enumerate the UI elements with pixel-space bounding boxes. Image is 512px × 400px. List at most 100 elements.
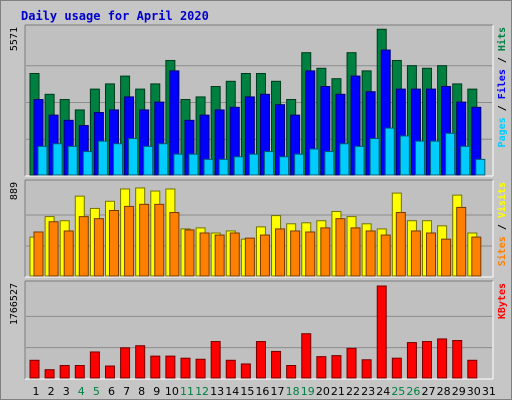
bar-kbytes-day-15 <box>240 363 251 379</box>
bar-kbytes-day-7 <box>120 347 131 379</box>
bar-sites-day-14 <box>229 232 240 277</box>
bar-kbytes-day-23 <box>361 359 372 379</box>
x-tick-label-day-9: 9 <box>153 385 160 398</box>
bar-sites-day-28 <box>441 238 452 277</box>
bar-kbytes-day-2 <box>44 369 55 379</box>
bar-sites-day-10 <box>169 212 180 277</box>
x-tick-label-day-1: 1 <box>33 385 40 398</box>
bar-kbytes-day-5 <box>89 351 100 379</box>
x-tick-label-day-6: 6 <box>108 385 115 398</box>
x-tick-label-day-24: 24 <box>376 385 390 398</box>
bar-sites-day-15 <box>244 237 255 277</box>
bar-pages-day-6 <box>112 143 123 176</box>
bar-sites-day-24 <box>380 234 391 277</box>
bar-pages-day-11 <box>188 153 199 176</box>
bar-sites-day-18 <box>290 230 301 277</box>
bar-pages-day-15 <box>248 153 259 176</box>
bar-kbytes-day-29 <box>452 340 463 379</box>
bar-pages-day-17 <box>279 156 290 176</box>
bar-sites-day-11 <box>184 229 195 277</box>
x-tick-label-day-2: 2 <box>48 385 55 398</box>
x-tick-label-day-31: 31 <box>482 385 496 398</box>
y-max-label: 889 <box>9 182 20 200</box>
bar-kbytes-day-25 <box>391 357 402 379</box>
x-tick-label-day-25: 25 <box>391 385 405 398</box>
bar-pages-day-2 <box>52 143 63 176</box>
bar-pages-day-27 <box>430 140 441 176</box>
bar-kbytes-day-21 <box>331 355 342 379</box>
x-tick-label-day-19: 19 <box>301 385 315 398</box>
bar-sites-day-30 <box>471 236 482 277</box>
bar-pages-day-1 <box>37 145 48 176</box>
bar-kbytes-day-28 <box>437 338 448 379</box>
bar-pages-day-9 <box>158 143 169 176</box>
bar-kbytes-day-6 <box>104 365 115 379</box>
bar-kbytes-day-9 <box>150 355 161 379</box>
bar-pages-day-21 <box>339 143 350 176</box>
bar-sites-day-16 <box>259 234 270 277</box>
legend-label-part: / <box>497 218 508 236</box>
bar-kbytes-day-27 <box>422 341 433 379</box>
bar-sites-day-3 <box>63 230 74 277</box>
bar-sites-day-1 <box>33 231 44 277</box>
bar-sites-day-21 <box>335 218 346 277</box>
bar-sites-day-25 <box>395 212 406 277</box>
bar-sites-day-13 <box>214 234 225 277</box>
x-tick-label-day-21: 21 <box>331 385 345 398</box>
bar-pages-day-8 <box>143 145 154 176</box>
x-tick-label-day-14: 14 <box>225 385 239 398</box>
bar-pages-day-25 <box>399 135 410 176</box>
bar-kbytes-day-16 <box>255 341 266 379</box>
x-tick-label-day-27: 27 <box>422 385 436 398</box>
bar-kbytes-day-10 <box>165 355 176 379</box>
bar-kbytes-day-11 <box>180 357 191 379</box>
x-tick-label-day-3: 3 <box>63 385 70 398</box>
bar-pages-day-14 <box>233 156 244 176</box>
x-tick-label-day-10: 10 <box>165 385 179 398</box>
bar-sites-day-27 <box>426 232 437 277</box>
bar-kbytes-day-14 <box>225 359 236 379</box>
x-tick-label-day-28: 28 <box>437 385 451 398</box>
y-max-label: 1766527 <box>9 283 20 325</box>
x-tick-label-day-22: 22 <box>346 385 360 398</box>
bar-kbytes-day-24 <box>376 285 387 379</box>
bar-sites-day-5 <box>93 218 104 277</box>
bar-kbytes-day-1 <box>29 359 40 379</box>
x-tick-label-day-17: 17 <box>271 385 285 398</box>
bar-sites-day-23 <box>365 230 376 277</box>
bar-sites-day-6 <box>108 209 119 277</box>
bar-kbytes-day-3 <box>59 365 70 379</box>
bar-sites-day-26 <box>410 230 421 277</box>
bar-pages-day-22 <box>354 145 365 176</box>
bar-sites-day-2 <box>48 221 59 277</box>
bar-kbytes-day-19 <box>301 333 312 379</box>
bar-kbytes-day-12 <box>195 358 206 379</box>
x-tick-label-day-18: 18 <box>286 385 300 398</box>
y-axis-legend-label: Pages / Files / Hits <box>496 27 508 147</box>
bar-sites-day-12 <box>199 232 210 277</box>
x-tick-label-day-23: 23 <box>361 385 375 398</box>
bar-pages-day-10 <box>173 153 184 176</box>
bar-pages-day-7 <box>128 138 139 176</box>
bar-pages-day-19 <box>309 148 320 176</box>
bar-pages-day-18 <box>294 153 305 176</box>
x-tick-label-day-4: 4 <box>78 385 85 398</box>
x-tick-label-day-11: 11 <box>180 385 194 398</box>
bar-kbytes-day-18 <box>286 365 297 379</box>
x-tick-label-day-30: 30 <box>467 385 481 398</box>
legend-label-part: Hits <box>496 27 508 51</box>
x-tick-label-day-15: 15 <box>240 385 254 398</box>
bar-sites-day-9 <box>154 203 165 277</box>
bar-pages-day-28 <box>445 132 456 176</box>
bar-pages-day-29 <box>460 145 471 176</box>
bar-pages-day-26 <box>414 140 425 176</box>
legend-label-part: / <box>497 51 508 69</box>
bar-kbytes-day-26 <box>406 342 417 379</box>
bar-sites-day-7 <box>124 205 135 277</box>
bar-sites-day-8 <box>139 203 150 277</box>
bar-pages-day-23 <box>369 138 380 176</box>
x-tick-label-day-7: 7 <box>123 385 130 398</box>
bar-pages-day-24 <box>384 127 395 176</box>
bar-kbytes-day-8 <box>135 345 146 379</box>
